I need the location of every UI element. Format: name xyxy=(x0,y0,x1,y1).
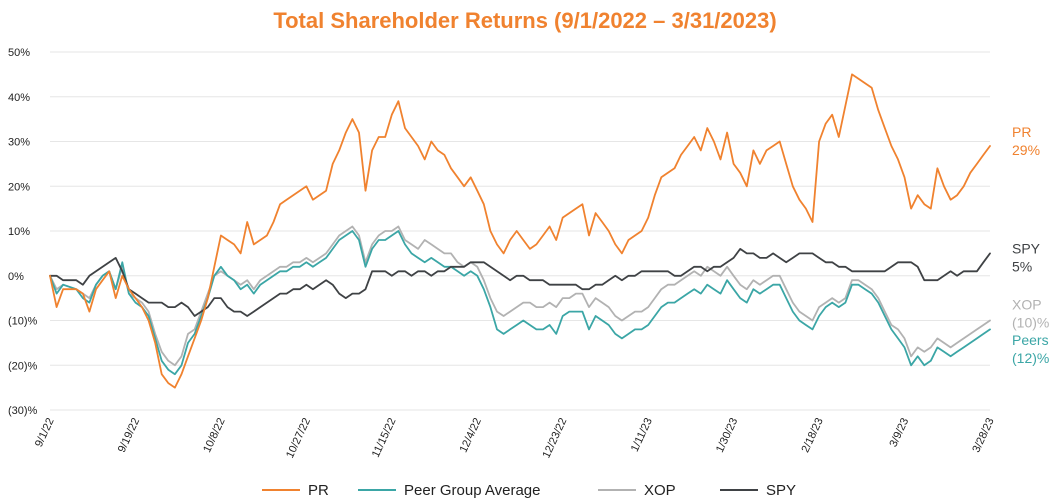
x-tick-label: 1/11/23 xyxy=(629,416,655,454)
legend: PR Peer Group Average XOP SPY xyxy=(262,482,796,499)
x-tick-label: 1/30/23 xyxy=(714,416,740,454)
x-tick-label: 10/8/22 xyxy=(201,416,227,454)
end-label-peers: Peers (12)% xyxy=(1012,332,1049,366)
end-labels: PR 29% Peers (12)%XOP (10)% SPY 5% xyxy=(1012,124,1049,366)
grid-layer xyxy=(50,51,990,411)
legend-label: XOP xyxy=(644,482,676,499)
end-label-pr: PR 29% xyxy=(1012,124,1040,158)
chart-title: Total Shareholder Returns (9/1/2022 – 3/… xyxy=(273,8,776,33)
y-tick-label: 20% xyxy=(8,181,30,193)
y-tick-label: 30% xyxy=(8,137,30,149)
series-line-xop xyxy=(49,225,991,367)
series-layer xyxy=(49,73,991,389)
y-tick-label: (20)% xyxy=(8,360,38,372)
series-line-pr xyxy=(49,73,991,389)
x-tick-label: 2/18/23 xyxy=(799,416,825,454)
end-label-spy: SPY 5% xyxy=(1012,240,1041,274)
y-tick-label: 40% xyxy=(8,92,30,104)
x-tick-label: 3/28/23 xyxy=(970,416,996,454)
y-axis: 50% 40% 30% 20% 10% 0% (10)% (20)% (30)% xyxy=(8,47,38,417)
end-label-xop: XOP (10)% xyxy=(1012,296,1049,330)
x-tick-label: 11/15/22 xyxy=(370,416,399,459)
legend-label: PR xyxy=(308,482,329,499)
y-tick-label: 0% xyxy=(8,271,24,283)
y-tick-label: 50% xyxy=(8,47,30,59)
x-tick-label: 12/23/22 xyxy=(540,416,569,460)
y-tick-label: 10% xyxy=(8,226,30,238)
x-axis: 9/1/22 9/19/22 10/8/22 10/27/22 11/15/22 12/4… xyxy=(33,416,997,460)
x-tick-label: 9/1/22 xyxy=(33,416,57,449)
x-tick-label: 9/19/22 xyxy=(116,416,142,454)
x-tick-label: 10/27/22 xyxy=(284,416,313,460)
series-line-spy xyxy=(49,248,991,317)
legend-label: SPY xyxy=(766,482,796,499)
series-line-peer-group-average xyxy=(49,230,991,376)
x-tick-label: 12/4/22 xyxy=(458,416,484,454)
y-tick-label: (10)% xyxy=(8,316,38,328)
x-tick-label: 3/9/23 xyxy=(887,416,911,449)
y-tick-label: (30)% xyxy=(8,405,38,417)
legend-label: Peer Group Average xyxy=(404,482,540,499)
